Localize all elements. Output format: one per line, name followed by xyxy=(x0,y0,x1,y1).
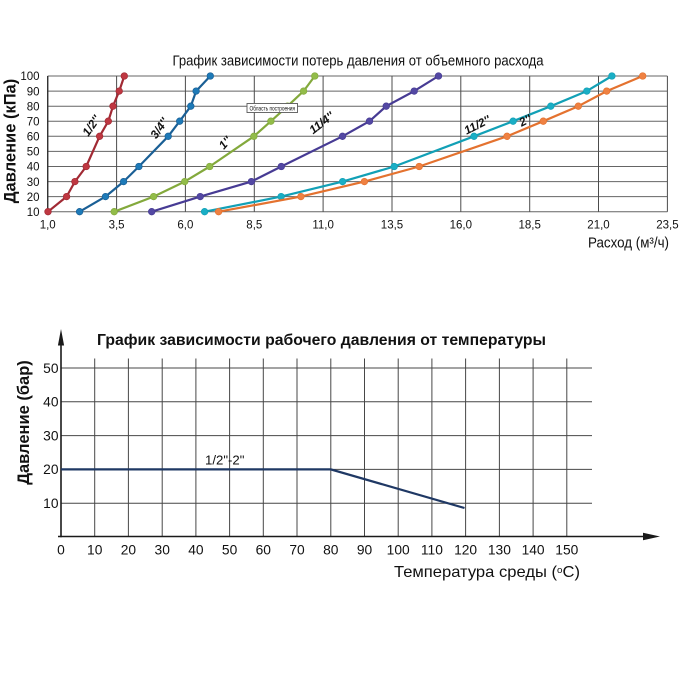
svg-text:20: 20 xyxy=(43,462,59,477)
svg-text:20: 20 xyxy=(121,543,137,558)
svg-text:6,0: 6,0 xyxy=(177,220,193,232)
svg-text:150: 150 xyxy=(555,543,578,558)
svg-text:Область построения: Область построения xyxy=(250,106,296,112)
svg-text:30: 30 xyxy=(27,177,40,189)
svg-text:21,0: 21,0 xyxy=(587,220,609,232)
svg-text:40: 40 xyxy=(27,162,40,174)
svg-text:11,0: 11,0 xyxy=(312,220,334,232)
svg-text:18,5: 18,5 xyxy=(519,220,541,232)
svg-text:80: 80 xyxy=(27,101,40,113)
svg-text:16,0: 16,0 xyxy=(450,220,472,232)
svg-text:120: 120 xyxy=(454,543,477,558)
svg-text:110: 110 xyxy=(421,543,443,558)
svg-text:0: 0 xyxy=(57,543,65,558)
svg-text:100: 100 xyxy=(20,71,39,83)
svg-text:3,5: 3,5 xyxy=(109,220,125,232)
svg-text:70: 70 xyxy=(27,116,40,128)
svg-text:40: 40 xyxy=(188,543,204,558)
svg-text:10: 10 xyxy=(87,543,103,558)
svg-text:1,0: 1,0 xyxy=(40,220,56,232)
svg-text:50: 50 xyxy=(27,147,40,159)
svg-text:Давление (бар): Давление (бар) xyxy=(15,360,33,485)
svg-text:20: 20 xyxy=(27,192,40,204)
svg-text:90: 90 xyxy=(357,543,373,558)
svg-text:130: 130 xyxy=(488,543,511,558)
svg-text:10: 10 xyxy=(27,207,40,219)
svg-text:90: 90 xyxy=(27,86,40,98)
svg-text:1/2"-2": 1/2"-2" xyxy=(205,453,245,468)
svg-text:Температура среды (оС): Температура среды (оС) xyxy=(394,564,580,581)
svg-text:30: 30 xyxy=(155,543,171,558)
svg-text:10: 10 xyxy=(43,496,59,511)
svg-text:70: 70 xyxy=(289,543,305,558)
svg-text:График зависимости рабочего да: График зависимости рабочего давления от … xyxy=(97,332,546,349)
svg-text:30: 30 xyxy=(43,428,59,443)
svg-text:Расход (м³/ч): Расход (м³/ч) xyxy=(588,236,669,252)
svg-text:60: 60 xyxy=(27,132,40,144)
svg-text:100: 100 xyxy=(387,543,410,558)
svg-text:График зависимости потерь давл: График зависимости потерь давления от об… xyxy=(173,54,545,70)
svg-text:8,5: 8,5 xyxy=(246,220,262,232)
svg-text:140: 140 xyxy=(522,543,545,558)
svg-text:50: 50 xyxy=(222,543,238,558)
svg-text:13,5: 13,5 xyxy=(381,220,403,232)
svg-text:80: 80 xyxy=(323,543,339,558)
svg-text:60: 60 xyxy=(256,543,272,558)
svg-text:Давление (кПа): Давление (кПа) xyxy=(2,79,20,203)
svg-text:50: 50 xyxy=(43,361,59,376)
svg-text:23,5: 23,5 xyxy=(656,220,678,232)
svg-text:40: 40 xyxy=(43,395,59,410)
